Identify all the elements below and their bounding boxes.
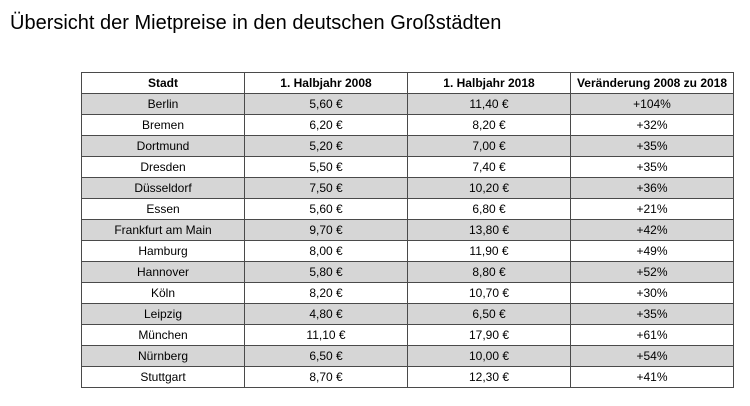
city-cell: Hannover	[81, 261, 245, 283]
change-cell: +52%	[570, 261, 734, 283]
price-2008-cell: 5,60 €	[244, 93, 408, 115]
price-2008-cell: 5,80 €	[244, 261, 408, 283]
price-2008-cell: 4,80 €	[244, 303, 408, 325]
change-cell: +42%	[570, 219, 734, 241]
change-cell: +54%	[570, 345, 734, 367]
price-2008-cell: 7,50 €	[244, 177, 408, 199]
price-2018-cell: 10,70 €	[407, 282, 571, 304]
price-2018-cell: 6,80 €	[407, 198, 571, 220]
city-cell: Stuttgart	[81, 366, 245, 388]
price-2008-cell: 5,20 €	[244, 135, 408, 157]
city-cell: Bremen	[81, 114, 245, 136]
city-cell: Hamburg	[81, 240, 245, 262]
change-cell: +35%	[570, 156, 734, 178]
price-2018-cell: 7,00 €	[407, 135, 571, 157]
header-change: Veränderung 2008 zu 2018	[570, 72, 734, 94]
table-row: Nürnberg 6,50 € 10,00 € +54%	[81, 345, 734, 367]
city-cell: München	[81, 324, 245, 346]
city-cell: Leipzig	[81, 303, 245, 325]
price-2018-cell: 12,30 €	[407, 366, 571, 388]
city-cell: Düsseldorf	[81, 177, 245, 199]
rent-price-table: Stadt 1. Halbjahr 2008 1. Halbjahr 2018 …	[81, 72, 734, 388]
price-2018-cell: 11,90 €	[407, 240, 571, 262]
table-row: Hannover 5,80 € 8,80 € +52%	[81, 261, 734, 283]
change-cell: +35%	[570, 135, 734, 157]
price-2018-cell: 10,00 €	[407, 345, 571, 367]
price-2018-cell: 13,80 €	[407, 219, 571, 241]
change-cell: +30%	[570, 282, 734, 304]
table-row: Hamburg 8,00 € 11,90 € +49%	[81, 240, 734, 262]
city-cell: Köln	[81, 282, 245, 304]
table-row: Stuttgart 8,70 € 12,30 € +41%	[81, 366, 734, 388]
price-2008-cell: 8,70 €	[244, 366, 408, 388]
change-cell: +36%	[570, 177, 734, 199]
change-cell: +49%	[570, 240, 734, 262]
city-cell: Berlin	[81, 93, 245, 115]
price-2008-cell: 8,00 €	[244, 240, 408, 262]
table-row: Essen 5,60 € 6,80 € +21%	[81, 198, 734, 220]
price-2018-cell: 8,20 €	[407, 114, 571, 136]
table-row: Berlin 5,60 € 11,40 € +104%	[81, 93, 734, 115]
change-cell: +104%	[570, 93, 734, 115]
price-2018-cell: 17,90 €	[407, 324, 571, 346]
city-cell: Nürnberg	[81, 345, 245, 367]
table-row: Düsseldorf 7,50 € 10,20 € +36%	[81, 177, 734, 199]
price-2008-cell: 8,20 €	[244, 282, 408, 304]
city-cell: Essen	[81, 198, 245, 220]
price-2008-cell: 5,60 €	[244, 198, 408, 220]
city-cell: Frankfurt am Main	[81, 219, 245, 241]
page-title: Übersicht der Mietpreise in den deutsche…	[10, 12, 502, 34]
price-2018-cell: 11,40 €	[407, 93, 571, 115]
price-2008-cell: 5,50 €	[244, 156, 408, 178]
city-cell: Dortmund	[81, 135, 245, 157]
change-cell: +32%	[570, 114, 734, 136]
price-2008-cell: 6,20 €	[244, 114, 408, 136]
price-2008-cell: 6,50 €	[244, 345, 408, 367]
price-2018-cell: 7,40 €	[407, 156, 571, 178]
header-h1-2008: 1. Halbjahr 2008	[244, 72, 408, 94]
table-row: München 11,10 € 17,90 € +61%	[81, 324, 734, 346]
change-cell: +61%	[570, 324, 734, 346]
header-city: Stadt	[81, 72, 245, 94]
change-cell: +41%	[570, 366, 734, 388]
price-2008-cell: 11,10 €	[244, 324, 408, 346]
price-2018-cell: 8,80 €	[407, 261, 571, 283]
price-2008-cell: 9,70 €	[244, 219, 408, 241]
table-row: Frankfurt am Main 9,70 € 13,80 € +42%	[81, 219, 734, 241]
price-2018-cell: 6,50 €	[407, 303, 571, 325]
table-row: Leipzig 4,80 € 6,50 € +35%	[81, 303, 734, 325]
table-row: Köln 8,20 € 10,70 € +30%	[81, 282, 734, 304]
price-2018-cell: 10,20 €	[407, 177, 571, 199]
table-row: Bremen 6,20 € 8,20 € +32%	[81, 114, 734, 136]
table-row: Dortmund 5,20 € 7,00 € +35%	[81, 135, 734, 157]
change-cell: +21%	[570, 198, 734, 220]
table-header-row: Stadt 1. Halbjahr 2008 1. Halbjahr 2018 …	[81, 72, 734, 94]
city-cell: Dresden	[81, 156, 245, 178]
change-cell: +35%	[570, 303, 734, 325]
table-row: Dresden 5,50 € 7,40 € +35%	[81, 156, 734, 178]
header-h1-2018: 1. Halbjahr 2018	[407, 72, 571, 94]
